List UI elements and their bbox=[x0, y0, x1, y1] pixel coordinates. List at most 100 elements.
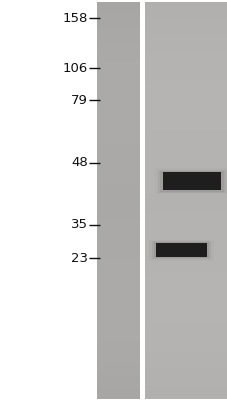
Bar bbox=[96, 362, 139, 366]
Bar bbox=[144, 263, 227, 266]
Bar bbox=[144, 382, 227, 385]
Bar bbox=[96, 368, 139, 372]
Bar bbox=[96, 259, 139, 263]
Bar bbox=[96, 184, 139, 187]
Bar bbox=[144, 335, 227, 339]
Bar bbox=[144, 62, 227, 65]
Bar bbox=[144, 91, 227, 95]
Bar bbox=[96, 325, 139, 329]
Bar bbox=[96, 118, 139, 121]
Bar bbox=[144, 154, 227, 158]
Bar bbox=[96, 144, 139, 148]
Bar bbox=[144, 5, 227, 9]
Bar bbox=[144, 98, 227, 102]
Bar bbox=[144, 200, 227, 204]
Bar bbox=[144, 75, 227, 78]
Bar bbox=[96, 25, 139, 29]
Bar bbox=[96, 391, 139, 395]
Bar bbox=[144, 101, 227, 105]
Bar bbox=[96, 190, 139, 194]
Bar bbox=[144, 273, 227, 276]
Bar bbox=[96, 226, 139, 230]
Bar bbox=[144, 378, 227, 382]
Bar bbox=[96, 42, 139, 46]
Bar bbox=[144, 345, 227, 349]
Bar bbox=[144, 269, 227, 273]
Bar bbox=[144, 147, 227, 151]
Bar bbox=[144, 216, 227, 220]
Bar bbox=[144, 309, 227, 313]
Bar bbox=[144, 332, 227, 336]
Bar bbox=[96, 309, 139, 313]
Bar bbox=[96, 322, 139, 326]
Bar bbox=[144, 375, 227, 379]
Bar bbox=[96, 382, 139, 385]
Bar bbox=[144, 289, 227, 293]
Bar bbox=[96, 108, 139, 112]
Bar bbox=[96, 378, 139, 382]
Bar bbox=[96, 101, 139, 105]
Bar bbox=[144, 391, 227, 395]
Bar bbox=[96, 246, 139, 250]
Bar bbox=[96, 316, 139, 319]
Bar bbox=[144, 28, 227, 32]
Bar bbox=[96, 180, 139, 184]
Bar bbox=[96, 203, 139, 207]
Bar bbox=[144, 322, 227, 326]
Bar bbox=[96, 28, 139, 32]
Bar bbox=[144, 167, 227, 171]
Bar bbox=[96, 5, 139, 9]
Bar bbox=[144, 253, 227, 257]
Bar bbox=[144, 81, 227, 85]
Bar bbox=[96, 256, 139, 260]
Bar bbox=[144, 395, 227, 398]
Bar bbox=[144, 296, 227, 300]
Bar bbox=[96, 200, 139, 204]
Bar bbox=[96, 276, 139, 280]
Bar bbox=[144, 131, 227, 134]
Bar bbox=[96, 111, 139, 115]
Bar bbox=[96, 114, 139, 118]
Bar bbox=[144, 65, 227, 68]
Bar bbox=[96, 177, 139, 181]
Bar bbox=[144, 12, 227, 16]
Bar bbox=[144, 206, 227, 210]
Bar bbox=[144, 134, 227, 138]
Bar bbox=[96, 52, 139, 55]
Bar bbox=[144, 137, 227, 141]
Bar bbox=[144, 187, 227, 191]
Bar bbox=[96, 233, 139, 237]
Bar bbox=[96, 65, 139, 68]
Text: 106: 106 bbox=[62, 62, 88, 74]
Bar bbox=[96, 187, 139, 191]
Bar bbox=[144, 368, 227, 372]
Bar bbox=[96, 131, 139, 134]
Bar bbox=[144, 286, 227, 290]
Text: 158: 158 bbox=[62, 12, 88, 24]
Bar bbox=[96, 147, 139, 151]
Bar bbox=[144, 71, 227, 75]
Bar bbox=[144, 210, 227, 214]
Bar bbox=[96, 137, 139, 141]
Bar bbox=[144, 194, 227, 197]
Bar bbox=[96, 98, 139, 102]
Bar bbox=[144, 338, 227, 342]
Bar bbox=[96, 164, 139, 168]
Bar bbox=[96, 2, 139, 6]
Bar bbox=[96, 75, 139, 78]
Bar bbox=[96, 240, 139, 243]
Bar bbox=[159, 171, 223, 192]
Bar bbox=[96, 342, 139, 346]
Bar bbox=[96, 121, 139, 125]
Bar bbox=[96, 385, 139, 389]
Bar bbox=[144, 160, 227, 164]
Bar bbox=[96, 292, 139, 296]
Bar bbox=[144, 48, 227, 52]
Bar bbox=[96, 332, 139, 336]
Bar bbox=[96, 388, 139, 392]
Bar bbox=[144, 164, 227, 168]
Bar bbox=[96, 174, 139, 178]
Bar bbox=[96, 157, 139, 161]
Bar bbox=[144, 94, 227, 98]
Bar bbox=[144, 111, 227, 115]
